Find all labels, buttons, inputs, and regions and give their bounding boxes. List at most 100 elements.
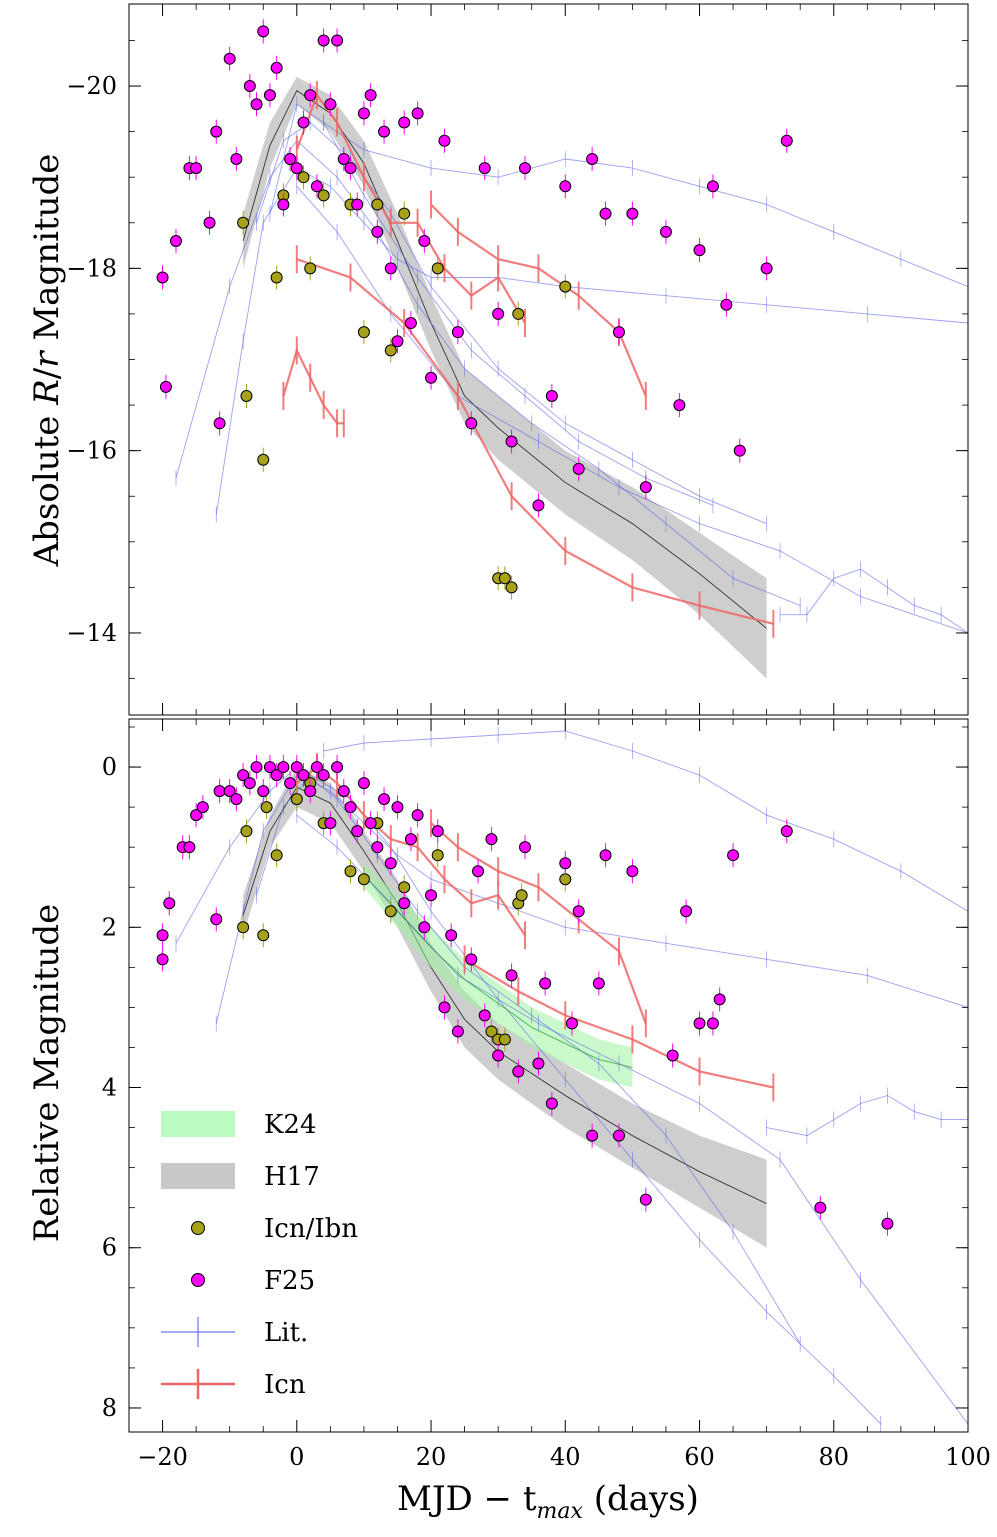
- top-f25-point: [478, 162, 491, 175]
- top-icn-ibn-point: [297, 171, 310, 184]
- top-f25-point: [169, 235, 182, 247]
- top-f25-point: [659, 225, 672, 238]
- bottom-f25-point: [706, 1017, 719, 1030]
- bottom-f25-point: [727, 849, 740, 862]
- bottom-f25-point: [586, 1129, 599, 1142]
- bottom-f25-point: [243, 777, 256, 790]
- bottom-f25-point: [391, 801, 404, 814]
- top-f25-point: [290, 162, 303, 175]
- top-f25-point: [331, 34, 344, 47]
- bottom-icn-ibn-point: [270, 849, 283, 862]
- top-f25-point: [156, 271, 169, 284]
- bottom-icn-ibn-point: [384, 905, 397, 918]
- top-f25-point: [451, 326, 464, 339]
- bottom-f25-point: [478, 1009, 491, 1022]
- top-icn-ibn-point: [398, 207, 411, 220]
- top-f25-point: [230, 152, 243, 165]
- bottom-f25-point: [545, 1097, 558, 1110]
- legend-label: Lit.: [264, 1318, 308, 1348]
- bottom-f25-point: [190, 809, 203, 822]
- top-f25-point: [284, 152, 297, 165]
- top-icn-ibn-point: [371, 198, 384, 211]
- top-f25-point: [277, 198, 290, 211]
- bottom-f25-point: [519, 841, 532, 854]
- bottom-ytick-label: 2: [102, 913, 117, 941]
- bottom-ytick-label: 0: [102, 753, 117, 781]
- top-f25-point: [250, 98, 263, 111]
- bottom-f25-points: [156, 755, 894, 1236]
- legend-item: Lit.: [161, 1317, 308, 1348]
- legend-item: K24: [161, 1110, 317, 1140]
- bottom-icn-curve-2: [464, 958, 774, 1089]
- bottom-f25-point: [163, 897, 176, 910]
- bottom-f25-point: [881, 1217, 894, 1230]
- bottom-f25-point: [780, 825, 793, 838]
- legend-label: Icn/Ibn: [264, 1214, 358, 1244]
- bottom-icn-ibn-point: [498, 1033, 511, 1046]
- top-f25-point: [572, 462, 585, 475]
- bottom-f25-point: [404, 833, 417, 846]
- bottom-ytick-label: 4: [102, 1074, 117, 1102]
- bottom-f25-point: [666, 1049, 679, 1062]
- top-icn-ibn-point: [304, 262, 317, 275]
- top-f25-point: [344, 162, 357, 175]
- top-f25-point: [586, 152, 599, 165]
- top-icn-ibn-point: [559, 280, 572, 293]
- top-icn-curve-2: [282, 347, 344, 425]
- top-panel: −20 −18 −16 −14 Absolute R/r Magnitude: [27, 3, 969, 716]
- x-tick-label: 40: [550, 1443, 581, 1471]
- x-tick-label: 100: [945, 1443, 991, 1471]
- bottom-f25-point: [331, 761, 344, 774]
- bottom-f25-point: [431, 825, 444, 838]
- bottom-f25-point: [418, 921, 431, 934]
- top-f25-point: [357, 107, 370, 120]
- legend-label: K24: [264, 1110, 317, 1140]
- bottom-f25-point: [592, 977, 605, 990]
- top-f25-point: [559, 180, 572, 193]
- legend-swatch-band: [161, 1111, 235, 1137]
- bottom-f25-point: [559, 857, 572, 870]
- top-f25-point: [190, 162, 203, 175]
- bottom-f25-point: [639, 1193, 652, 1206]
- bottom-f25-point: [565, 1017, 578, 1030]
- top-f25-point: [213, 417, 226, 430]
- legend-item: H17: [161, 1162, 320, 1192]
- bottom-f25-point: [257, 785, 270, 798]
- top-icn-ibn-point: [505, 581, 518, 594]
- bottom-f25-point: [270, 769, 283, 782]
- bottom-f25-point: [357, 777, 370, 790]
- bottom-f25-point: [310, 761, 323, 774]
- top-band-h17: [243, 76, 767, 679]
- bottom-f25-point: [364, 817, 377, 830]
- bottom-f25-point: [626, 865, 639, 878]
- bottom-icn-ibn-point: [237, 921, 250, 934]
- bottom-f25-point: [485, 833, 498, 846]
- x-axis-title: MJD − tmax (days): [397, 1479, 699, 1524]
- legend-swatch-point: [191, 1273, 205, 1287]
- bottom-f25-point: [465, 953, 478, 966]
- top-f25-point: [304, 89, 317, 102]
- top-icn-ibn-point: [357, 326, 370, 339]
- top-f25-point: [364, 89, 377, 102]
- bottom-f25-point: [425, 889, 438, 902]
- x-tick-label: −20: [137, 1443, 188, 1471]
- bottom-lit--curve-5: [766, 1095, 968, 1137]
- top-f25-point: [384, 262, 397, 275]
- top-f25-point: [404, 317, 417, 330]
- bottom-f25-point: [572, 905, 585, 918]
- top-icn-ibn-point: [317, 189, 330, 202]
- bottom-f25-point: [505, 969, 518, 982]
- legend-item: Icn/Ibn: [191, 1214, 358, 1244]
- top-icn-ibn-point: [431, 262, 444, 275]
- bottom-icn-ibn-point: [240, 825, 253, 838]
- top-f25-point: [411, 107, 424, 120]
- top-f25-point: [159, 380, 172, 393]
- top-f25-point: [324, 98, 337, 111]
- top-plot-area: [156, 19, 968, 679]
- legend-label: Icn: [264, 1370, 306, 1400]
- bottom-f25-point: [599, 849, 612, 862]
- top-f25-point: [505, 435, 518, 448]
- bottom-icn-ibn-point: [559, 873, 572, 886]
- bottom-ytick-label: 8: [102, 1394, 117, 1422]
